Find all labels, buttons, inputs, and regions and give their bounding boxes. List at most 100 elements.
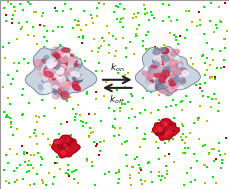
Ellipse shape <box>159 58 164 61</box>
Point <box>174 104 177 107</box>
Point <box>173 73 177 76</box>
Point <box>196 119 199 122</box>
Ellipse shape <box>58 55 63 61</box>
Point <box>138 146 141 149</box>
Point <box>134 27 138 30</box>
Point <box>99 70 103 73</box>
Point <box>216 142 220 145</box>
Point <box>148 90 152 93</box>
Ellipse shape <box>164 135 167 137</box>
Point <box>66 47 70 50</box>
Point <box>143 7 146 10</box>
Point <box>191 62 194 65</box>
Ellipse shape <box>172 76 177 80</box>
Ellipse shape <box>74 61 78 66</box>
Point <box>40 14 44 17</box>
Text: $k_{\mathregular{off}}$: $k_{\mathregular{off}}$ <box>109 94 125 106</box>
Point <box>41 11 45 14</box>
Point <box>13 10 16 13</box>
Point <box>76 20 80 23</box>
Point <box>8 103 12 106</box>
Point <box>197 24 201 27</box>
Ellipse shape <box>165 130 167 131</box>
Point <box>68 151 72 154</box>
Ellipse shape <box>68 67 78 71</box>
Point <box>38 23 42 26</box>
Point <box>167 32 171 35</box>
Ellipse shape <box>162 135 164 136</box>
Ellipse shape <box>162 50 167 53</box>
Ellipse shape <box>163 69 168 73</box>
Point <box>118 18 122 21</box>
Point <box>63 172 67 175</box>
Point <box>27 170 31 173</box>
Ellipse shape <box>160 132 164 135</box>
Ellipse shape <box>159 124 163 127</box>
Ellipse shape <box>66 139 68 140</box>
Ellipse shape <box>58 69 63 72</box>
Ellipse shape <box>162 61 165 64</box>
Ellipse shape <box>147 78 153 82</box>
Ellipse shape <box>63 144 66 145</box>
Point <box>46 171 50 174</box>
Point <box>57 133 60 136</box>
Point <box>42 36 46 39</box>
Ellipse shape <box>52 64 59 68</box>
Point <box>25 21 29 24</box>
Point <box>164 106 167 109</box>
Point <box>93 112 97 115</box>
Point <box>118 110 122 113</box>
Ellipse shape <box>181 68 186 70</box>
Point <box>83 72 87 75</box>
Ellipse shape <box>70 140 73 143</box>
Point <box>81 79 84 82</box>
Point <box>164 51 168 54</box>
Point <box>84 24 88 27</box>
Point <box>163 165 167 168</box>
Ellipse shape <box>61 48 70 52</box>
Point <box>49 60 53 63</box>
Point <box>174 35 177 38</box>
Point <box>159 175 163 178</box>
Ellipse shape <box>165 68 169 72</box>
Point <box>105 78 109 81</box>
Point <box>185 146 189 149</box>
Ellipse shape <box>62 145 67 149</box>
Ellipse shape <box>156 126 161 129</box>
Point <box>6 73 10 76</box>
Ellipse shape <box>37 66 40 70</box>
Point <box>117 169 120 172</box>
Point <box>122 74 126 77</box>
Ellipse shape <box>44 88 51 96</box>
Point <box>10 22 14 25</box>
Point <box>126 117 130 120</box>
Point <box>102 140 105 143</box>
Point <box>166 153 170 156</box>
Point <box>121 36 125 39</box>
Point <box>201 144 204 147</box>
Ellipse shape <box>63 145 68 149</box>
Point <box>126 71 130 74</box>
Ellipse shape <box>68 150 70 152</box>
Point <box>139 178 142 181</box>
Ellipse shape <box>46 82 54 87</box>
Point <box>177 34 181 37</box>
Ellipse shape <box>54 53 60 58</box>
Ellipse shape <box>57 71 65 76</box>
Point <box>144 33 147 36</box>
Point <box>210 147 214 150</box>
Point <box>181 151 184 154</box>
Ellipse shape <box>63 147 64 149</box>
Point <box>113 37 117 40</box>
Ellipse shape <box>149 71 155 77</box>
Ellipse shape <box>152 61 159 66</box>
Ellipse shape <box>63 82 68 87</box>
Point <box>112 55 116 58</box>
Point <box>153 76 156 79</box>
Point <box>55 156 58 159</box>
Point <box>217 20 221 23</box>
Ellipse shape <box>61 83 66 89</box>
Ellipse shape <box>167 89 171 93</box>
Point <box>55 10 59 13</box>
Ellipse shape <box>166 130 167 131</box>
